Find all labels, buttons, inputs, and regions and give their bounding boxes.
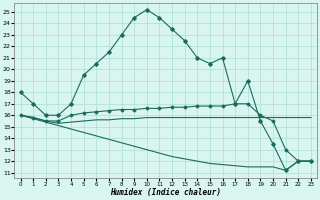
X-axis label: Humidex (Indice chaleur): Humidex (Indice chaleur) <box>110 188 221 197</box>
